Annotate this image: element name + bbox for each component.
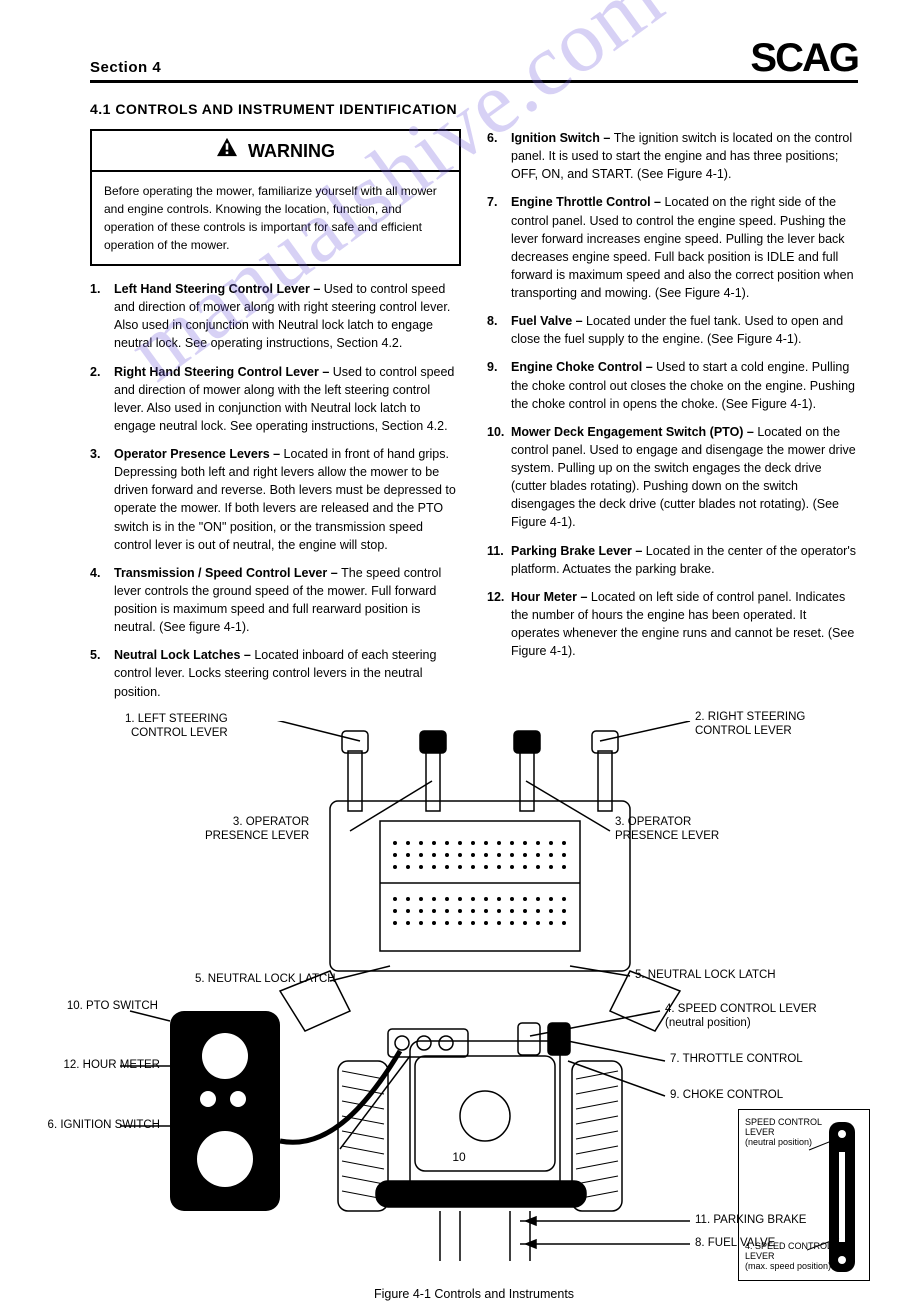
- item-num: 10.: [487, 423, 511, 532]
- callout-8: 8. FUEL VALVE: [695, 1237, 775, 1251]
- item-num: 3.: [90, 445, 114, 554]
- warning-label: WARNING: [248, 138, 335, 164]
- section-title: Section 4: [90, 59, 161, 76]
- item-num: 1.: [90, 280, 114, 353]
- item-label: Right Hand Steering Control Lever –: [114, 365, 333, 379]
- list-item: 1.Left Hand Steering Control Lever – Use…: [90, 280, 461, 353]
- item-desc: Located in front of hand grips. Depressi…: [114, 447, 456, 552]
- item-label: Mower Deck Engagement Switch (PTO) –: [511, 425, 757, 439]
- item-num: 6.: [487, 129, 511, 183]
- callout-6: 6. IGNITION SWITCH: [10, 1119, 160, 1133]
- list-item: 4.Transmission / Speed Control Lever – T…: [90, 564, 461, 637]
- callout-9: 9. CHOKE CONTROL: [670, 1089, 783, 1103]
- callout-7: 7. THROTTLE CONTROL: [670, 1053, 803, 1067]
- callout-5L: 5. NEUTRAL LOCK LATCH: [195, 973, 336, 987]
- item-label: Operator Presence Levers –: [114, 447, 284, 461]
- list-item: 7.Engine Throttle Control – Located on t…: [487, 193, 858, 302]
- speed-control-detail: SPEED CONTROL LEVER(neutral position) 4.…: [738, 1109, 870, 1281]
- item-num: 12.: [487, 588, 511, 661]
- controls-col-left: 1.Left Hand Steering Control Lever – Use…: [90, 280, 461, 701]
- page-heading: 4.1 CONTROLS AND INSTRUMENT IDENTIFICATI…: [90, 101, 858, 117]
- item-num: 2.: [90, 363, 114, 436]
- callout-1: 1. LEFT STEERINGCONTROL LEVER: [125, 713, 228, 741]
- list-item: 12.Hour Meter – Located on left side of …: [487, 588, 858, 661]
- item-num: 9.: [487, 358, 511, 412]
- item-num: 7.: [487, 193, 511, 302]
- warning-icon: [216, 137, 238, 164]
- item-label: Engine Throttle Control –: [511, 195, 664, 209]
- list-item: 5.Neutral Lock Latches – Located inboard…: [90, 646, 461, 700]
- warning-body: Before operating the mower, familiarize …: [92, 172, 459, 264]
- item-label: Fuel Valve –: [511, 314, 586, 328]
- control-panel-detail: [170, 1011, 280, 1211]
- item-label: Transmission / Speed Control Lever –: [114, 566, 341, 580]
- brand-logo: SCAG: [750, 40, 858, 76]
- callout-4: 4. SPEED CONTROL LEVER(neutral position): [665, 1003, 817, 1031]
- item-num: 5.: [90, 646, 114, 700]
- list-item: 10.Mower Deck Engagement Switch (PTO) – …: [487, 423, 858, 532]
- item-desc: Located on the control panel. Used to en…: [511, 425, 856, 530]
- callout-12: 12. HOUR METER: [20, 1059, 160, 1073]
- callout-2: 2. RIGHT STEERINGCONTROL LEVER: [695, 711, 805, 739]
- item-num: 11.: [487, 542, 511, 578]
- header: Section 4 SCAG: [90, 40, 858, 83]
- list-item: 8.Fuel Valve – Located under the fuel ta…: [487, 312, 858, 348]
- item-label: Engine Choke Control –: [511, 360, 656, 374]
- item-label: Parking Brake Lever –: [511, 544, 646, 558]
- callout-3R: 3. OPERATORPRESENCE LEVER: [615, 816, 719, 844]
- list-item: 6.Ignition Switch – The ignition switch …: [487, 129, 858, 183]
- controls-col-right: 6.Ignition Switch – The ignition switch …: [487, 129, 858, 660]
- item-desc: Located on the right side of the control…: [511, 195, 854, 300]
- list-item: 9.Engine Choke Control – Used to start a…: [487, 358, 858, 412]
- item-num: 8.: [487, 312, 511, 348]
- page-number: 10: [0, 1150, 918, 1164]
- callout-11: 11. PARKING BRAKE: [695, 1214, 806, 1228]
- item-label: Ignition Switch –: [511, 131, 614, 145]
- callout-5R: 5. NEUTRAL LOCK LATCH: [635, 969, 776, 983]
- warning-box: WARNING Before operating the mower, fami…: [90, 129, 461, 266]
- callout-10: 10. PTO SWITCH: [38, 1000, 158, 1014]
- item-label: Neutral Lock Latches –: [114, 648, 254, 662]
- list-item: 2.Right Hand Steering Control Lever – Us…: [90, 363, 461, 436]
- callout-3L: 3. OPERATORPRESENCE LEVER: [205, 816, 309, 844]
- figure-caption: Figure 4-1 Controls and Instruments: [90, 1287, 858, 1301]
- item-label: Left Hand Steering Control Lever –: [114, 282, 324, 296]
- list-item: 3.Operator Presence Levers – Located in …: [90, 445, 461, 554]
- item-num: 4.: [90, 564, 114, 637]
- list-item: 11.Parking Brake Lever – Located in the …: [487, 542, 858, 578]
- figure-4-1: SPEED CONTROL LEVER(neutral position) 4.…: [90, 721, 870, 1281]
- item-label: Hour Meter –: [511, 590, 591, 604]
